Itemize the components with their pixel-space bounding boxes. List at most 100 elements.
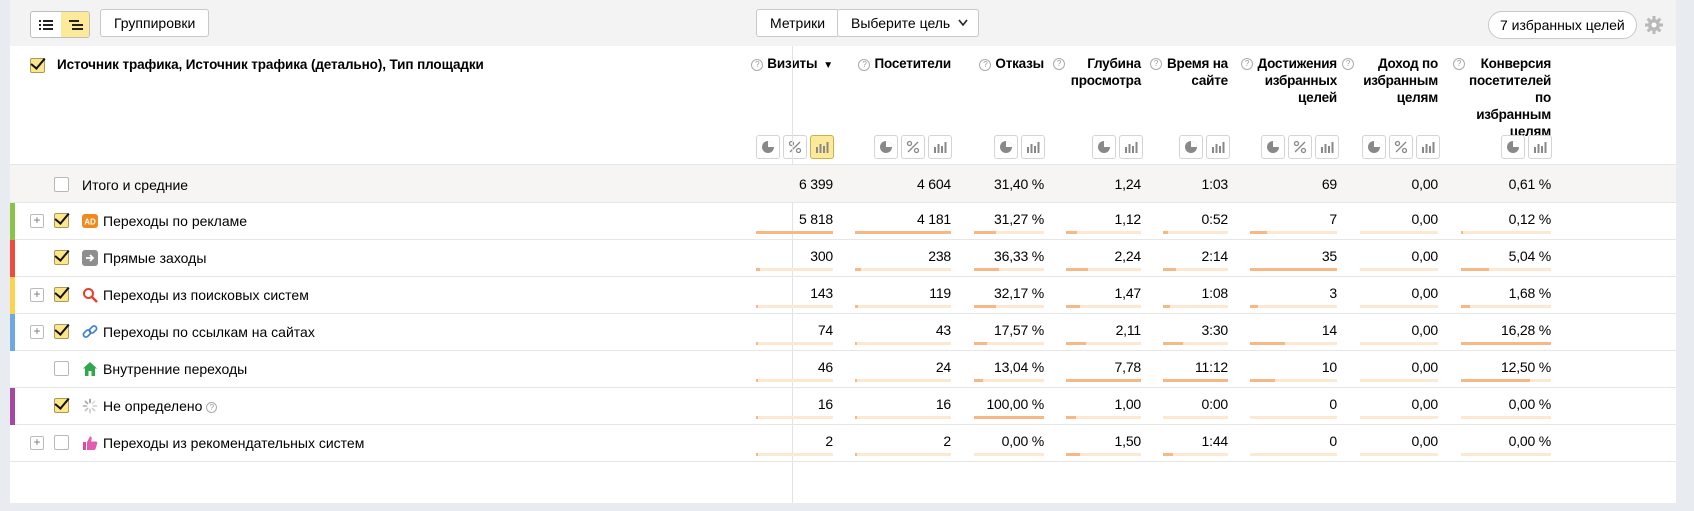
value-bar-fill [1461,268,1489,271]
bar-chart-button[interactable] [1416,135,1440,159]
total-row[interactable]: Итого и средние 6 399 4 604 31,40 % 1,24 1:03… [10,165,1676,203]
cell-visits: 6 399 [798,176,833,192]
column-view-buttons [994,135,1045,159]
row-checkbox[interactable] [54,324,69,339]
value-bar-fill [756,379,758,382]
bar-chart-button[interactable] [810,135,834,159]
tree-view-button[interactable] [61,12,89,37]
value-bar [1360,231,1438,234]
help-icon[interactable]: ? [751,59,764,71]
row-checkbox[interactable] [54,361,69,376]
cell-conversion: 0,61 % [1508,176,1552,192]
pie-chart-button[interactable] [1179,135,1203,159]
pie-chart-button[interactable] [756,135,780,159]
bar-chart-button[interactable] [1206,135,1230,159]
row-checkbox[interactable] [54,250,69,265]
table-row[interactable]: + Переходы по ссылкам на сайтах 74 43 17,57 … [10,314,1676,351]
pie-chart-icon [1000,141,1012,153]
row-color-stripe [10,240,15,277]
column-view-buttons [1261,135,1339,159]
value-bar [855,305,951,308]
row-checkbox[interactable] [54,287,69,302]
favorite-goals-button[interactable]: 7 избранных целей [1488,11,1637,39]
cell-revenue: 0,00 [1411,322,1439,338]
row-label: Внутренние переходы [103,361,247,377]
value-bar [756,268,833,271]
bar-chart-button[interactable] [1021,135,1045,159]
list-view-button[interactable] [31,12,60,37]
table-row[interactable]: + Переходы из рекомендательных систем 2 2 0,… [10,425,1676,462]
value-bar-fill [974,379,984,382]
row-checkbox[interactable] [54,177,69,192]
help-icon[interactable]: ? [1342,58,1354,70]
row-checkbox[interactable] [54,435,69,450]
groupings-button[interactable]: Группировки [100,9,210,37]
sort-desc-icon[interactable]: ▼ [823,60,833,71]
table-row[interactable]: + Переходы из поисковых систем 143 119 32,17… [10,277,1676,314]
select-all-checkbox[interactable] [30,58,45,73]
bar-chart-button[interactable] [928,135,952,159]
column-header-depth[interactable]: ? Глубина просмотра [1053,55,1141,89]
bar-chart-icon [1212,142,1225,153]
percent-button[interactable] [1389,135,1413,159]
cell-time: 1:44 [1201,433,1229,449]
percent-button[interactable] [901,135,925,159]
value-bar [1461,231,1551,234]
value-bar [1163,231,1228,234]
value-bar-fill [1163,305,1170,308]
help-icon[interactable]: ? [1241,58,1253,70]
percent-icon [906,140,920,154]
cell-revenue: 0,00 [1411,211,1439,227]
value-bar [1066,416,1141,419]
value-bar [1066,231,1141,234]
column-header-time[interactable]: ? Время на сайте [1150,55,1228,89]
table-row[interactable]: Прямые заходы 300 238 36,33 % 2,24 2:14 35 0,00… [10,240,1676,277]
row-checkbox[interactable] [54,398,69,413]
expand-button[interactable]: + [30,436,44,450]
expand-button[interactable]: + [30,214,44,228]
column-header-bounces[interactable]: ? Отказы [979,55,1044,72]
pie-chart-button[interactable] [1501,135,1525,159]
value-bar [1461,379,1551,382]
column-header-conversion[interactable]: ? Конверсия посетителей по избранным целя… [1453,55,1551,140]
column-header-visitors[interactable]: ? Посетители [858,55,951,72]
pie-chart-icon [1098,141,1110,153]
row-checkbox[interactable] [54,213,69,228]
pie-chart-button[interactable] [1362,135,1386,159]
help-icon[interactable]: ? [1150,58,1162,70]
percent-button[interactable] [783,135,807,159]
pie-chart-button[interactable] [874,135,898,159]
metrics-button[interactable]: Метрики [756,9,840,37]
help-icon[interactable]: ? [858,59,871,71]
value-bar-fill [974,342,987,345]
link-icon [82,324,98,340]
table-row[interactable]: Внутренние переходы 46 24 13,04 % 7,78 11:12 1… [10,351,1676,388]
cell-depth: 1,00 [1114,396,1142,412]
expand-button[interactable]: + [30,325,44,339]
expand-button[interactable]: + [30,288,44,302]
gear-icon[interactable] [1644,15,1664,35]
column-header-revenue[interactable]: ? Доход по избранным целям [1342,55,1438,106]
cell-goal_reaches: 69 [1321,176,1337,192]
bar-chart-button[interactable] [1119,135,1143,159]
goal-select[interactable]: Выберите цель [837,9,980,37]
pie-chart-button[interactable] [1092,135,1116,159]
row-label-text: Прямые заходы [103,250,207,266]
pie-chart-button[interactable] [1261,135,1285,159]
row-label: Переходы из поисковых систем [103,287,309,303]
table-row[interactable]: + AD Переходы по рекламе 5 818 4 181 31,27 % 1… [10,203,1676,240]
table-row[interactable]: Не определено? 16 16 100,00 % 1,00 0:00 0 0,00 0… [10,388,1676,425]
help-icon[interactable]: ? [979,59,992,71]
value-bar-fill [1163,379,1228,382]
bar-chart-button[interactable] [1528,135,1552,159]
row-label-text: Переходы по рекламе [103,213,248,229]
column-header-goal_reaches[interactable]: ? Достижения избранных целей [1241,55,1337,106]
pie-chart-button[interactable] [994,135,1018,159]
value-bar-fill [855,379,857,382]
help-icon[interactable]: ? [206,402,218,413]
help-icon[interactable]: ? [1053,58,1065,70]
percent-button[interactable] [1288,135,1312,159]
cell-revenue: 0,00 [1411,285,1439,301]
help-icon[interactable]: ? [1453,58,1465,70]
bar-chart-button[interactable] [1315,135,1339,159]
